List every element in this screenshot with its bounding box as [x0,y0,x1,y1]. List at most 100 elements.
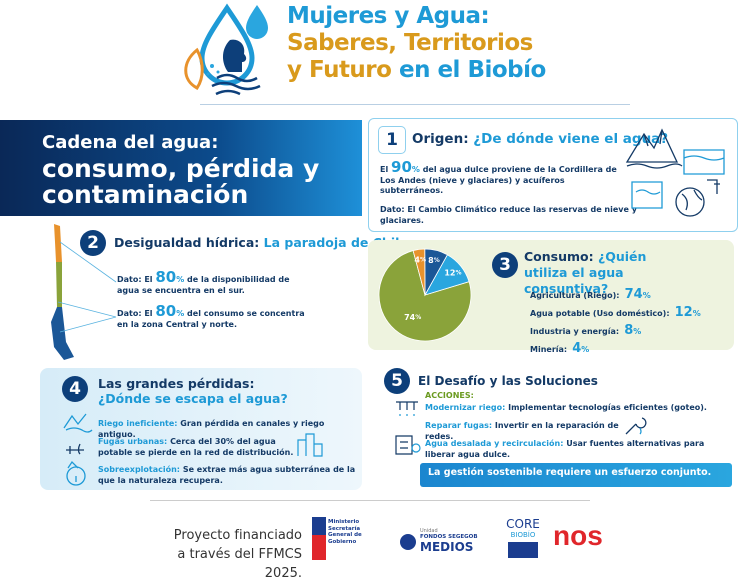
item-text: Gran pérdida en canales y riego antiguo. [98,419,325,439]
solution-item: Agua desalada y recirculación: Usar fuen… [425,439,725,460]
title-part: y Futuro [287,57,392,83]
consumo-item: Industria y energía: 8% [530,321,701,339]
fondos-logo: Unidad FONDOS SEGEGOB MEDIOS [398,528,488,554]
logo-icon [184,3,268,96]
item-unit: % [642,291,651,300]
fact-text: del agua dulce proviene de la Cordillera… [380,165,617,195]
item-value: 8 [624,323,634,338]
fact-value: 90 [391,158,412,176]
section-title: Desigualdad hídrica: La paradoja de Chil… [114,235,408,250]
title-part: Consumo: [524,249,594,264]
section-title: Las grandes pérdidas: ¿Dónde se escapa el… [98,376,288,406]
pie-label: 74% [404,313,421,322]
section-title: Consumo: ¿Quién utiliza el agua consunti… [524,249,694,297]
intro-box [0,120,362,216]
divider [150,500,590,501]
solution-item: Reparar fugas: Invertir en la reparación… [425,421,625,442]
item-unit: % [692,309,701,318]
section-title: El Desafío y las Soluciones [418,374,598,388]
origen-icons [625,128,725,217]
footer-line: a través del FFMCS 2025. [177,547,302,581]
item-unit: % [633,327,642,336]
banner: La gestión sostenible requiere un esfuer… [420,463,732,487]
section-number: 2 [80,230,106,256]
chile-map [51,224,117,360]
item-value: 4 [572,341,582,356]
fact: Dato: El 80% del consumo se concentra en… [117,304,312,330]
logo-text: Ministerio Secretaría General de Gobiern… [328,519,362,545]
loss-item: Sobreexplotación: Se extrae más agua sub… [98,465,360,486]
title-line: y Futuro en el Biobío [287,57,546,84]
perdidas-icons [63,413,93,486]
footer-line: Proyecto financiado [173,528,302,543]
item-text: Se extrae más agua subterránea de la que… [98,465,356,485]
pie-slice [412,248,426,296]
fact-value: 80 [155,302,177,320]
fact-text: Dato: El [117,309,153,318]
fact: El 90% del agua dulce proviene de la Cor… [380,160,630,197]
pie-label-unit: % [415,314,421,321]
header-title: Mujeres y Agua: Saberes, Territorios y F… [287,3,546,84]
logo-text: MEDIOS [420,540,474,554]
item-label: Riego ineficiente: [98,419,178,428]
pie-label: 12% [444,268,461,277]
item-label: Modernizar riego: [425,403,506,412]
core-logo: CORE BIOBÍO [503,518,543,558]
solution-icons [395,401,421,455]
consumo-item: Agua potable (Uso doméstico): 12% [530,303,701,321]
logo-text: CORE [506,517,540,531]
logo-text: BIOBÍO [510,531,536,539]
infographic: Mujeres y Agua: Saberes, Territorios y F… [0,3,738,581]
item-unit: % [581,345,590,354]
fact-value: 80 [155,268,177,286]
section-number: 3 [492,252,518,278]
consumo-item: Agricultura (Riego): 74% [530,285,701,303]
solution-item: Modernizar riego: Implementar tecnología… [425,403,725,414]
consumo-list: Agricultura (Riego): 74% Agua potable (Us… [530,285,701,357]
consumo-item: Minería: 4% [530,339,701,357]
pie-label: 4% [414,255,426,264]
loss-item: Fugas urbanas: Cerca del 30% del agua po… [98,437,298,458]
title-part: Origen: [412,131,469,147]
pie-label-value: 8 [428,256,434,265]
fact-unit: % [176,309,185,318]
item-label: Agua potable (Uso doméstico): [530,309,670,318]
item-text: Usar fuentes alternativas para liberar a… [425,439,705,459]
title-part: ¿Dónde se escapa el agua? [98,391,288,406]
pie-label-value: 12 [444,268,455,277]
item-value: 12 [674,305,693,320]
divider [200,104,630,105]
note: Dato: El Cambio Climático reduce las res… [380,205,637,225]
item-text: Invertir en la reparación de redes. [425,421,619,441]
item-label: Agua desalada y recirculación: [425,439,564,448]
section-title: Origen: ¿De dónde viene el agua? [412,131,668,147]
title-part: ¿Quién utiliza el agua consuntiva? [524,249,647,296]
item-value: 74 [624,287,643,302]
fact-text: del consumo se concentra en la zona Cent… [117,309,305,329]
nos-logo: nos [553,520,603,551]
title-part: ¿De dónde viene el agua? [473,131,669,147]
intro-text: Cadena del agua: consumo, pérdida y cont… [42,131,319,207]
actions-label: ACCIONES: [425,391,474,400]
item-label: Sobreexplotación: [98,465,181,474]
fact-text: de la disponibilidad de agua se encuentr… [117,275,290,295]
pie-label-value: 74 [404,313,416,322]
item-label: Industria y energía: [530,327,620,336]
footer-text: Proyecto financiado a través del FFMCS 2… [146,526,302,583]
title-part: Desigualdad hídrica: [114,235,260,250]
origen-box [368,118,738,232]
item-label: Reparar fugas: [425,421,493,430]
intro-line: Cadena del agua: [42,132,219,153]
fact-unit: % [176,275,185,284]
intro-line: contaminación [42,180,249,209]
fact-text: Dato: El [117,275,153,284]
intro-line: consumo, pérdida y [42,154,320,183]
pie-label-unit: % [455,269,461,276]
section-number: 4 [62,376,88,402]
item-text: Implementar tecnologías eficientes (gote… [508,403,707,412]
fact-text: El [380,165,389,174]
logo-text: Unidad [420,528,438,534]
pie-chart: 74%12%8%4% [378,248,472,342]
section-number: 5 [384,368,410,394]
fact: Dato: El 80% de la disponibilidad de agu… [117,270,312,296]
